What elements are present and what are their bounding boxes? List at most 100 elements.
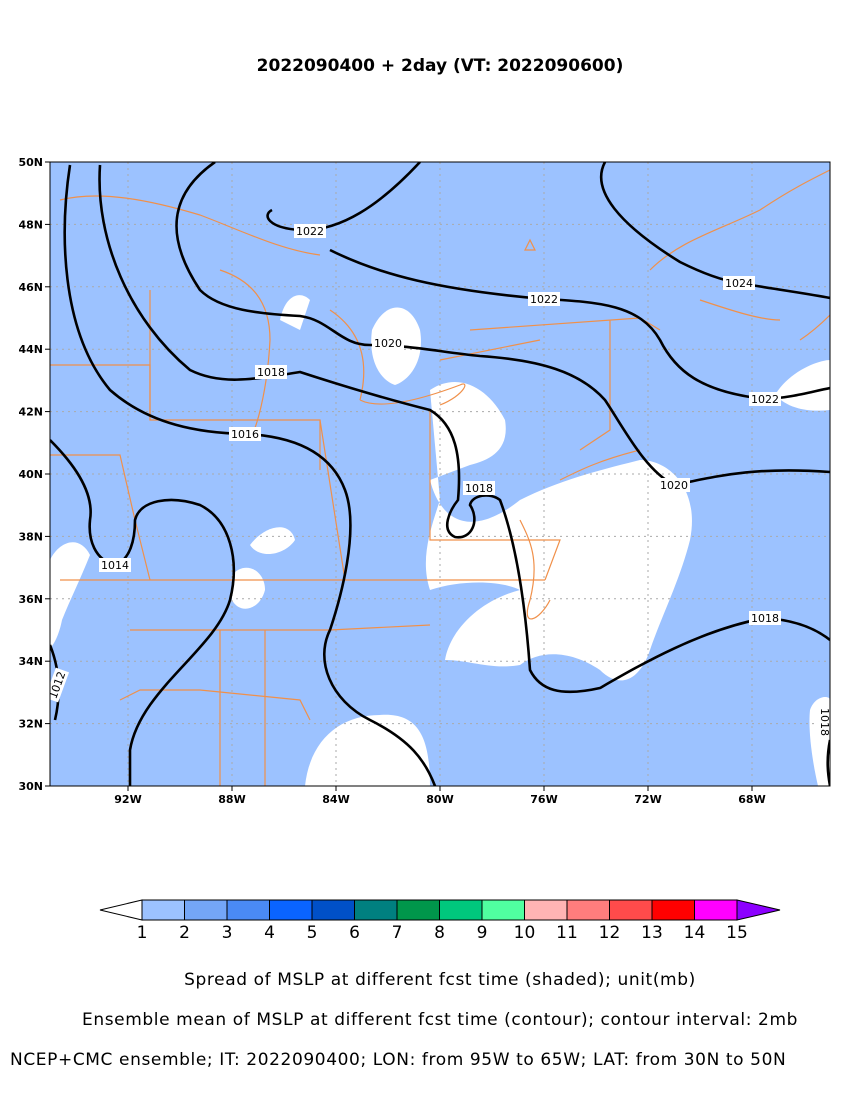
colorbar-end <box>736 899 781 921</box>
colorbar-label: 10 <box>514 923 536 943</box>
label-box <box>372 336 404 350</box>
y-tick-label: 32N <box>18 718 43 731</box>
colorbar-label: 15 <box>726 923 748 943</box>
x-tick-label: 88W <box>218 793 245 806</box>
contour-label-text: 1022 <box>296 225 324 238</box>
contour-labels: 1022 1022 1024 1020 1018 1016 1014 1018 1020 1022… <box>50 224 831 738</box>
colorbar-box <box>184 899 228 921</box>
contour-label: 1018 <box>818 706 831 738</box>
colorbar-label: 7 <box>392 923 403 943</box>
label-box <box>818 706 830 738</box>
contour-label-text: 1018 <box>818 708 831 736</box>
colorbar-box <box>481 899 525 921</box>
y-tick-label: 40N <box>18 468 43 481</box>
label-box <box>749 611 781 625</box>
colorbar-box <box>651 899 695 921</box>
contour-label: 1014 <box>99 558 131 572</box>
footer-line: NCEP+CMC ensemble; IT: 2022090400; LON: … <box>10 1050 786 1070</box>
label-box <box>50 667 70 703</box>
grid <box>50 162 830 786</box>
colorbar-label: 13 <box>641 923 663 943</box>
contour-label: 1020 <box>658 478 690 492</box>
colorbar-label: 4 <box>264 923 275 943</box>
contour <box>599 162 830 300</box>
contour-label-text: 1014 <box>101 559 129 572</box>
contour-label: 1024 <box>723 276 755 290</box>
axes: 92W 88W 84W 80W 76W 72W 68W 30N 32N 34N 36N 38N 40N 4… <box>18 156 765 806</box>
x-tick-label: 68W <box>738 793 765 806</box>
label-box <box>658 478 690 492</box>
colorbar-label: 5 <box>307 923 318 943</box>
map: 1022 1022 1024 1020 1018 1016 1014 1018 1020 1022… <box>50 162 831 786</box>
contour-label-text: 1016 <box>231 428 259 441</box>
label-box <box>528 292 560 306</box>
colorbar-label: 6 <box>349 923 360 943</box>
contour-label: 1018 <box>749 611 781 625</box>
y-tick-label: 48N <box>18 218 43 231</box>
x-tick-label: 80W <box>426 793 453 806</box>
colorbar-box <box>311 899 355 921</box>
y-tick-label: 34N <box>18 655 43 668</box>
colorbar-box <box>141 899 185 921</box>
colorbar-label: 9 <box>477 923 488 943</box>
colorbar-label: 11 <box>556 923 578 943</box>
colorbar-end <box>99 899 143 921</box>
x-tick-label: 84W <box>322 793 349 806</box>
y-tick-label: 36N <box>18 593 43 606</box>
colorbar-box <box>609 899 653 921</box>
label-box <box>255 365 287 379</box>
colorbar-label: 12 <box>599 923 621 943</box>
footer: Spread of MSLP at different fcst time (s… <box>10 970 798 1070</box>
label-box <box>294 224 326 238</box>
y-tick-label: 30N <box>18 780 43 793</box>
contour-label: 1018 <box>255 365 287 379</box>
contour-label-text: 1022 <box>530 293 558 306</box>
contour-label-text: 1020 <box>660 479 688 492</box>
colorbar-box <box>354 899 398 921</box>
colorbar-box <box>439 899 483 921</box>
colorbar-label: 14 <box>684 923 706 943</box>
contour-label: 1018 <box>463 481 495 495</box>
y-tick-label: 38N <box>18 530 43 543</box>
y-tick-label: 50N <box>18 156 43 169</box>
x-tick-label: 76W <box>530 793 557 806</box>
x-tick-label: 72W <box>634 793 661 806</box>
contour-label-text: 1018 <box>257 366 285 379</box>
colorbar-label: 8 <box>434 923 445 943</box>
colorbar-label: 2 <box>179 923 190 943</box>
contour-label: 1022 <box>294 224 326 238</box>
colorbar-box <box>524 899 568 921</box>
contour-label: 1020 <box>372 336 404 350</box>
y-tick-label: 42N <box>18 406 43 419</box>
x-tick-label: 92W <box>114 793 141 806</box>
colorbar-box <box>396 899 440 921</box>
contour-label-text: 1018 <box>465 482 493 495</box>
label-box <box>229 427 261 441</box>
contour-label-text: 1018 <box>751 612 779 625</box>
contour-label-text: 1024 <box>725 277 753 290</box>
colorbar-box <box>566 899 610 921</box>
label-box <box>749 392 781 406</box>
colorbar-box <box>269 899 313 921</box>
y-tick-label: 44N <box>18 343 43 356</box>
contour-label: 1022 <box>749 392 781 406</box>
chart-title: 2022090400 + 2day (VT: 2022090600) <box>257 56 624 76</box>
colorbar-box <box>226 899 270 921</box>
contour <box>98 164 830 694</box>
colorbar: 1 2 3 4 5 6 7 8 9 10 11 12 13 14 15 <box>99 899 781 943</box>
label-box <box>463 481 495 495</box>
contour-label: 1022 <box>528 292 560 306</box>
footer-line: Ensemble mean of MSLP at different fcst … <box>82 1010 798 1030</box>
colorbar-box <box>694 899 738 921</box>
coastlines <box>50 169 830 786</box>
footer-line: Spread of MSLP at different fcst time (s… <box>184 970 696 990</box>
colorbar-label: 1 <box>137 923 148 943</box>
y-tick-label: 46N <box>18 281 43 294</box>
label-box <box>723 276 755 290</box>
contour-label-text: 1020 <box>374 337 402 350</box>
contour <box>50 439 236 786</box>
label-box <box>99 558 131 572</box>
contour <box>63 164 437 786</box>
colorbar-label: 3 <box>222 923 233 943</box>
